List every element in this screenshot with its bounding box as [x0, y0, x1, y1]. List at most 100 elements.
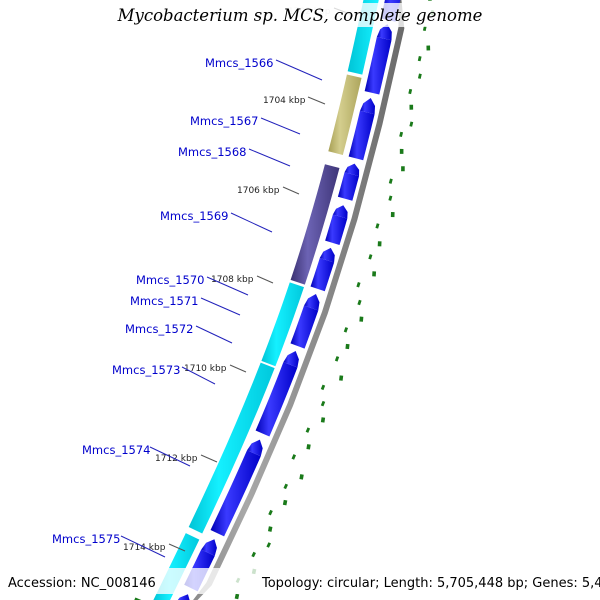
- tick-leader-line: [282, 186, 300, 195]
- gene-label-mmcs_1570[interactable]: Mmcs_1570: [136, 273, 249, 296]
- gene-feature-blue-gene-h[interactable]: [255, 351, 299, 437]
- gene-feature-blue-gene-b[interactable]: [364, 24, 392, 95]
- tick-leader-line: [229, 364, 247, 373]
- gc-tick-mark: [339, 375, 344, 381]
- inner-feature-navy-seg[interactable]: [290, 164, 340, 285]
- gene-label-mmcs_1569[interactable]: Mmcs_1569: [160, 209, 273, 233]
- gene-label-text[interactable]: Mmcs_1573: [112, 363, 180, 377]
- gene-label-mmcs_1571[interactable]: Mmcs_1571: [130, 294, 241, 316]
- gene-label-mmcs_1567[interactable]: Mmcs_1567: [190, 114, 301, 135]
- gene-body: [290, 305, 319, 349]
- gc-tick-mark: [334, 356, 340, 362]
- axis-tick-1: 1704 kbp: [263, 96, 326, 106]
- gene-head: [360, 98, 376, 115]
- inner-feature-olive-seg[interactable]: [328, 74, 362, 156]
- gc-tick-mark: [320, 400, 326, 407]
- title-backdrop: [140, 3, 460, 27]
- gc-tick-mark: [409, 121, 414, 127]
- label-leader-line: [275, 59, 323, 81]
- tick-label-text: 1714 kbp: [123, 543, 166, 553]
- gc-tick-mark: [320, 417, 326, 423]
- gene-body: [348, 110, 375, 161]
- gene-feature-blue-gene-e[interactable]: [325, 205, 348, 245]
- label-leader-line: [260, 117, 301, 135]
- axis-tick-3: 1708 kbp: [211, 275, 274, 285]
- gc-tick-mark: [282, 499, 288, 506]
- tick-leader-line: [200, 454, 218, 463]
- genome-summary-text: Topology: circular; Length: 5,705,448 bp…: [261, 576, 600, 591]
- gc-tick-mark: [388, 178, 393, 184]
- gc-tick-mark: [268, 509, 273, 516]
- gene-head: [319, 247, 335, 263]
- gene-body: [310, 257, 335, 292]
- gene-label-text[interactable]: Mmcs_1574: [82, 443, 150, 457]
- gene-label-text[interactable]: Mmcs_1568: [178, 145, 246, 159]
- gc-tick-mark: [375, 223, 380, 229]
- gc-tick-mark: [417, 56, 422, 62]
- gene-label-text[interactable]: Mmcs_1572: [125, 322, 193, 336]
- gene-label-mmcs_1566[interactable]: Mmcs_1566: [205, 56, 323, 81]
- gene-feature-blue-gene-d[interactable]: [337, 163, 360, 201]
- gc-tick-mark: [388, 195, 393, 201]
- label-leader-line: [181, 366, 216, 385]
- gene-label-text[interactable]: Mmcs_1569: [160, 209, 228, 223]
- label-leader-line: [248, 148, 291, 167]
- gene-body: [364, 37, 392, 95]
- gene-body: [337, 172, 360, 201]
- gene-body: [255, 362, 298, 437]
- gene-head: [283, 351, 299, 368]
- gene-label-text[interactable]: Mmcs_1566: [205, 56, 273, 70]
- gene-label-mmcs_1574[interactable]: Mmcs_1574: [82, 443, 191, 467]
- gc-tick-mark: [417, 73, 422, 79]
- gene-label-text[interactable]: Mmcs_1575: [52, 532, 120, 546]
- gc-tick-mark: [283, 483, 288, 490]
- gc-tick-mark: [299, 474, 304, 480]
- gene-label-text[interactable]: Mmcs_1570: [136, 273, 204, 287]
- accession-text: Accession: NC_008146: [8, 576, 156, 591]
- gene-label-mmcs_1568[interactable]: Mmcs_1568: [178, 145, 291, 167]
- label-leader-line: [195, 325, 233, 344]
- gene-head: [177, 594, 190, 600]
- gene-head: [376, 24, 392, 41]
- gc-tick-mark: [368, 254, 373, 260]
- gene-label-text[interactable]: Mmcs_1567: [190, 114, 258, 128]
- tick-label-text: 1706 kbp: [237, 186, 280, 196]
- gc-tick-mark: [399, 131, 404, 138]
- tick-leader-line: [307, 96, 326, 105]
- axis-tick-4: 1710 kbp: [184, 364, 247, 374]
- gene-head: [332, 205, 348, 219]
- gene-label-text[interactable]: Mmcs_1571: [130, 294, 198, 308]
- gc-tick-mark: [343, 327, 349, 333]
- axis-tick-2: 1706 kbp: [237, 186, 300, 196]
- gc-tick-mark: [306, 444, 311, 450]
- gc-tick-mark: [267, 526, 273, 532]
- gc-tick-mark: [251, 551, 256, 558]
- gene-label-mmcs_1573[interactable]: Mmcs_1573: [112, 363, 216, 385]
- gc-tick-mark: [305, 427, 311, 433]
- gene-label-mmcs_1572[interactable]: Mmcs_1572: [125, 322, 233, 344]
- tick-label-text: 1708 kbp: [211, 275, 254, 285]
- inner-feature-cyan-seg-mid[interactable]: [261, 282, 304, 367]
- gc-tick-mark: [356, 282, 361, 288]
- gene-body: [325, 214, 348, 245]
- label-leader-line: [230, 212, 273, 233]
- label-leader-line: [200, 297, 241, 316]
- gene-feature-blue-gene-i[interactable]: [210, 439, 263, 537]
- gene-label-mmcs_1575[interactable]: Mmcs_1575: [52, 532, 166, 558]
- tick-leader-line: [256, 275, 274, 284]
- gc-tick-mark: [345, 343, 350, 350]
- axis-tick-6: 1714 kbp: [123, 543, 186, 553]
- gene-labels[interactable]: Mmcs_1566 Mmcs_1567 Mmcs_1568 Mmcs_1569 Mmcs…: [52, 56, 323, 558]
- summary-backdrop: [258, 568, 600, 594]
- gene-feature-blue-gene-k[interactable]: [155, 594, 191, 600]
- gc-tick-mark: [234, 593, 240, 600]
- gene-head: [344, 163, 360, 177]
- gene-feature-blue-gene-g[interactable]: [290, 294, 320, 349]
- gene-feature-blue-gene-c[interactable]: [348, 98, 376, 161]
- tick-leader-line: [168, 543, 186, 552]
- gene-head: [247, 439, 263, 457]
- gene-feature-blue-gene-f[interactable]: [310, 247, 335, 292]
- inner-feature-cyan-seg-lower[interactable]: [188, 362, 275, 534]
